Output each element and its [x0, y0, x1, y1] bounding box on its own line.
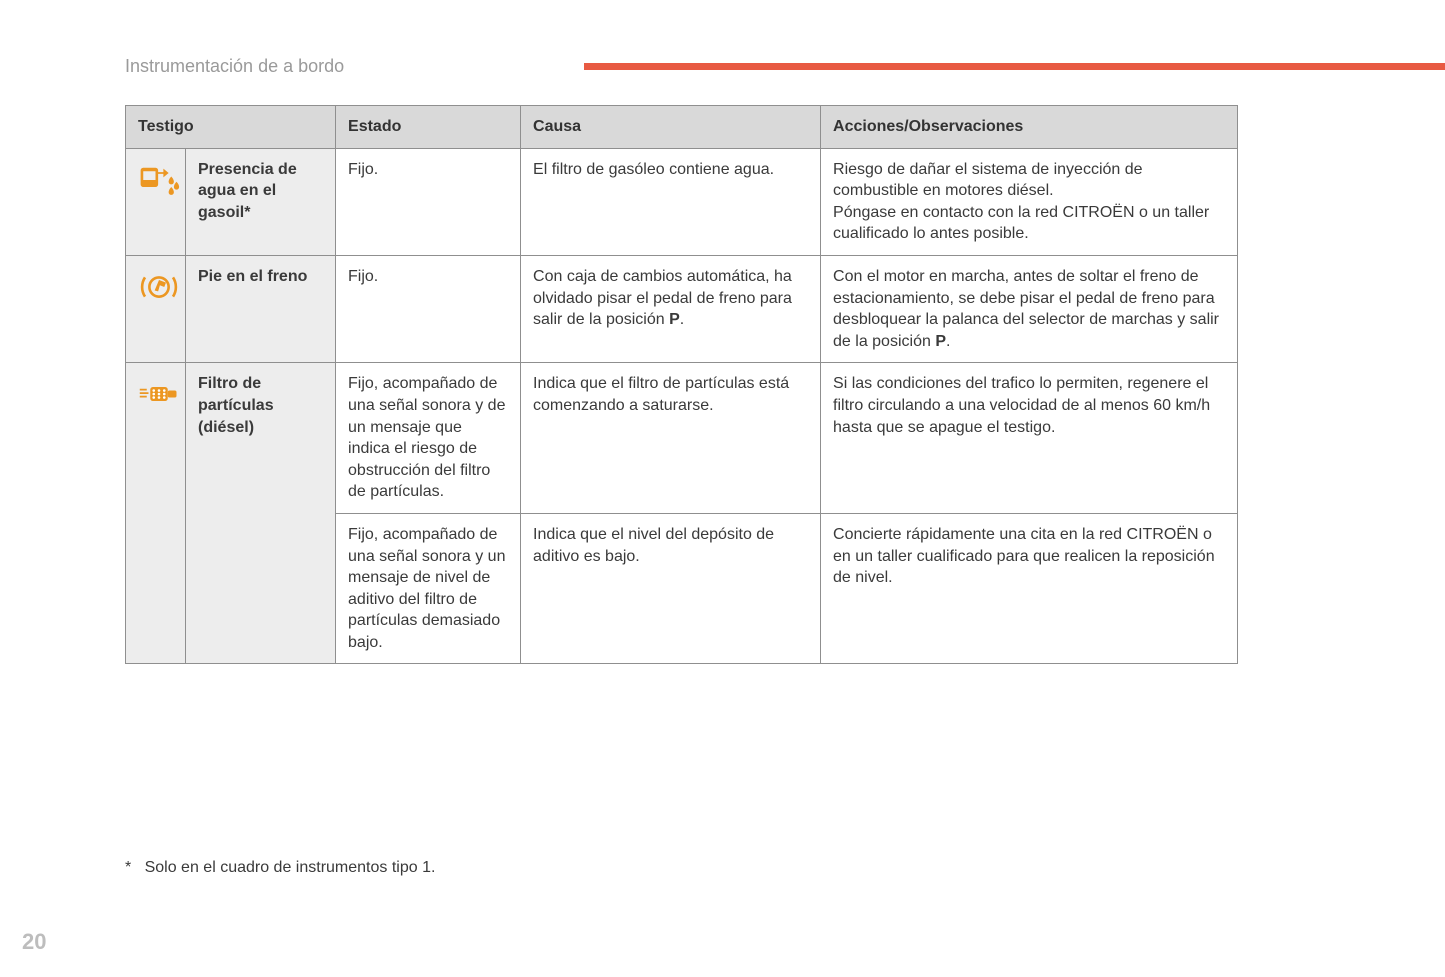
table-row: Filtro de partículas (diésel) Fijo, acom… [126, 363, 1238, 514]
name-cell-water: Presencia de agua en el gasoil* [186, 148, 336, 255]
action-bold: P [935, 333, 946, 350]
action-post: . [946, 333, 950, 350]
th-causa: Causa [521, 106, 821, 149]
action-cell: Riesgo de dañar el sistema de inyección … [821, 148, 1238, 255]
cause-cell: Indica que el nivel del depósito de adit… [521, 513, 821, 664]
label-text: agua en el [198, 182, 276, 199]
state-cell: Fijo. [336, 148, 521, 255]
label-text: Presencia de [198, 161, 297, 178]
accent-bar [584, 63, 1445, 70]
action-line: Riesgo de dañar el sistema de inyección … [833, 161, 1143, 200]
name-cell-dpf: Filtro de partículas (diésel) [186, 363, 336, 664]
th-acciones: Acciones/Observaciones [821, 106, 1238, 149]
water-in-fuel-icon [138, 159, 180, 201]
dpf-icon [138, 373, 180, 415]
cause-pre: Con caja de cambios automática, ha olvid… [533, 268, 792, 328]
icon-cell-brake [126, 255, 186, 362]
label-text: partículas [198, 397, 274, 414]
th-testigo: Testigo [126, 106, 336, 149]
header-row: Instrumentación de a bordo [125, 56, 1405, 77]
page-number: 20 [22, 929, 46, 955]
action-line: Póngase en contacto con la red CITROËN o… [833, 204, 1209, 243]
cause-cell: Indica que el filtro de partículas está … [521, 363, 821, 514]
action-cell: Con el motor en marcha, antes de soltar … [821, 255, 1238, 362]
footnote-text: Solo en el cuadro de instrumentos tipo 1… [145, 859, 436, 876]
cause-bold: P [669, 311, 680, 328]
name-cell-brake: Pie en el freno [186, 255, 336, 362]
page: Instrumentación de a bordo Testigo Estad… [0, 0, 1445, 977]
label-suffix: * [244, 204, 250, 221]
label-text: (diésel) [198, 419, 254, 436]
th-estado: Estado [336, 106, 521, 149]
footnote: * Solo en el cuadro de instrumentos tipo… [125, 859, 435, 877]
label-text: gasoil [198, 204, 244, 221]
label-text: Filtro de [198, 375, 261, 392]
action-cell: Concierte rápidamente una cita en la red… [821, 513, 1238, 664]
state-cell: Fijo, acompañado de una señal sonora y d… [336, 363, 521, 514]
cause-cell: Con caja de cambios automática, ha olvid… [521, 255, 821, 362]
section-title: Instrumentación de a bordo [125, 56, 384, 77]
table-header-row: Testigo Estado Causa Acciones/Observacio… [126, 106, 1238, 149]
table-row: Presencia de agua en el gasoil* Fijo. El… [126, 148, 1238, 255]
action-cell: Si las condiciones del trafico lo permit… [821, 363, 1238, 514]
action-pre: Con el motor en marcha, antes de soltar … [833, 268, 1219, 350]
warning-table: Testigo Estado Causa Acciones/Observacio… [125, 105, 1238, 664]
cause-cell: El filtro de gasóleo contiene agua. [521, 148, 821, 255]
state-cell: Fijo. [336, 255, 521, 362]
footnote-marker: * [125, 859, 131, 876]
icon-cell-dpf [126, 363, 186, 664]
cause-post: . [680, 311, 684, 328]
state-cell: Fijo, acompañado de una señal sonora y u… [336, 513, 521, 664]
table-row: Pie en el freno Fijo. Con caja de cambio… [126, 255, 1238, 362]
brake-pedal-icon [138, 266, 180, 308]
icon-cell-water [126, 148, 186, 255]
